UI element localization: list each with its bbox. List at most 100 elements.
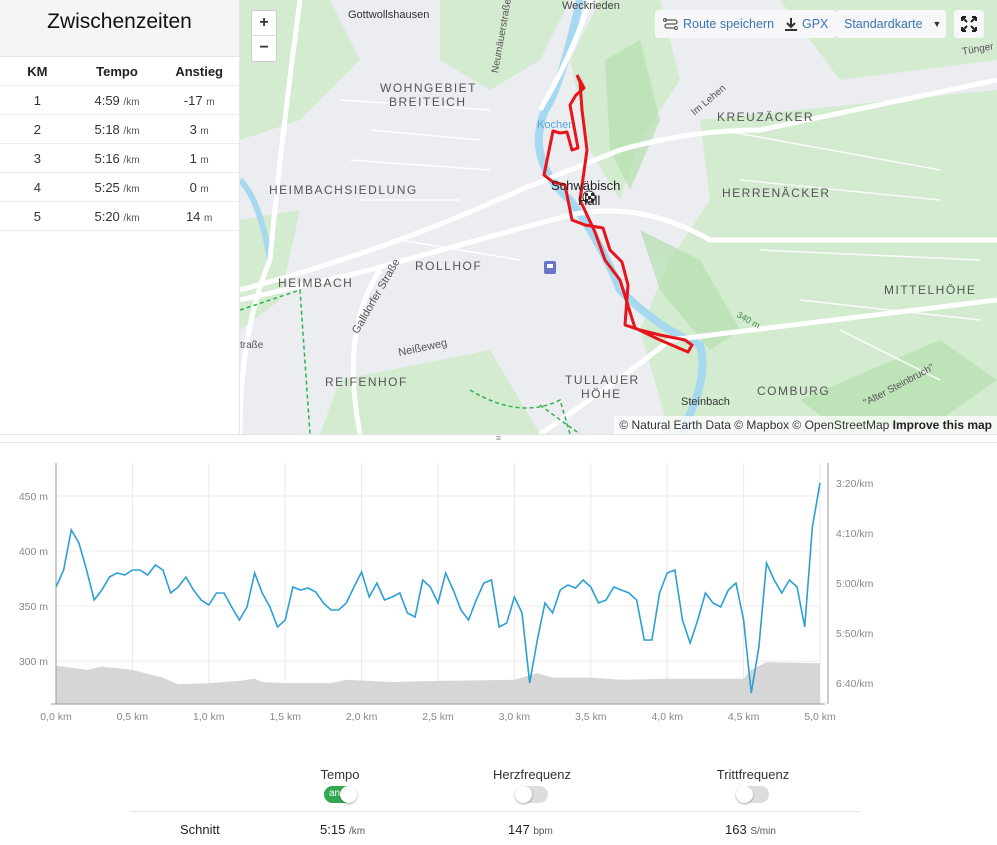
save-route-button[interactable]: Route speichern <box>655 10 783 38</box>
zoom-control: + − <box>251 10 277 62</box>
average-heart-rate: 147 bpm <box>508 822 553 837</box>
train-station-icon <box>544 261 556 274</box>
stats-header <box>130 760 860 812</box>
cadence-toggle[interactable] <box>736 786 769 803</box>
attribution-text: © Natural Earth Data © Mapbox © OpenStre… <box>619 418 890 432</box>
right-tick-label: 6:40/km <box>836 678 874 690</box>
col-tempo: Tempo <box>96 63 138 79</box>
stats-panel: Tempo an Herzfrequenz Trittfrequenz Schn… <box>130 760 860 837</box>
col-km: KM <box>27 63 48 79</box>
split-row: 1 4:59 /km -17 m <box>0 86 239 115</box>
cadence-label: Trittfrequenz <box>716 767 790 782</box>
split-pace: 5:25 /km <box>94 179 140 195</box>
place-label: Steinbach <box>681 396 730 408</box>
x-tick-label: 3,0 km <box>499 711 531 723</box>
heart-rate-label: Herzfrequenz <box>492 767 572 782</box>
left-tick-label: 400 m <box>19 546 48 558</box>
map-label: Gottwollshausen <box>348 9 430 21</box>
map-label: MITTELHÖHE <box>884 283 977 297</box>
map-style-dropdown[interactable]: Standardkarte ▼ <box>836 10 946 38</box>
caret-down-icon: ▼ <box>932 19 942 29</box>
split-row: 2 5:18 /km 3 m <box>0 115 239 144</box>
gpx-button[interactable]: GPX <box>776 10 837 38</box>
zoom-in-button[interactable]: + <box>252 11 276 36</box>
zoom-out-button[interactable]: − <box>259 39 269 56</box>
x-tick-label: 4,0 km <box>651 711 683 723</box>
toggle-on-text: an <box>329 788 341 799</box>
resize-handle[interactable]: ≡ <box>0 434 997 443</box>
finish-flag-icon <box>582 190 596 204</box>
split-km: 1 <box>33 92 41 108</box>
street-label: traße <box>240 340 264 351</box>
left-tick-label: 450 m <box>19 491 48 503</box>
splits-title: Zwischenzeiten <box>0 0 239 56</box>
x-tick-label: 0,5 km <box>117 711 149 723</box>
map-label: HEIMBACH <box>278 276 354 290</box>
cadence-column: Trittfrequenz <box>683 767 823 803</box>
map-attribution: © Natural Earth Data © Mapbox © OpenStre… <box>614 416 997 434</box>
tempo-toggle[interactable]: an <box>324 786 357 803</box>
x-tick-label: 1,5 km <box>269 711 301 723</box>
map-label: HEIMBACHSIEDLUNG <box>269 183 418 197</box>
map-style-label: Standardkarte <box>844 17 923 31</box>
average-pace: 5:15 /km <box>320 822 366 837</box>
x-tick-label: 2,0 km <box>346 711 378 723</box>
split-row: 3 5:16 /km 1 m <box>0 144 239 173</box>
split-pace: 5:20 /km <box>94 208 140 224</box>
split-pace: 5:18 /km <box>94 121 140 137</box>
map-label: HÖHE <box>581 387 622 401</box>
improve-map-link[interactable]: Improve this map <box>892 418 992 432</box>
map-label: COMBURG <box>757 384 831 398</box>
split-km: 5 <box>33 208 41 224</box>
split-km: 4 <box>33 179 41 195</box>
map-background <box>240 0 997 434</box>
map-label: BREITEICH <box>389 95 467 109</box>
splits-header: KM Tempo Anstieg <box>0 56 239 86</box>
split-pace: 5:16 /km <box>94 150 140 166</box>
average-label: Schnitt <box>180 822 220 837</box>
save-route-label: Route speichern <box>683 17 775 31</box>
x-tick-label: 2,5 km <box>422 711 454 723</box>
split-row: 5 5:20 /km 14 m <box>0 202 239 231</box>
tempo-label: Tempo <box>320 767 360 782</box>
city-label: Schwäbisch <box>551 178 621 193</box>
right-tick-label: 5:00/km <box>836 578 874 590</box>
split-row: 4 5:25 /km 0 m <box>0 173 239 202</box>
splits-panel: Zwischenzeiten KM Tempo Anstieg 1 4:59 /… <box>0 0 240 434</box>
split-climb: -17 m <box>183 92 215 108</box>
split-climb: 0 m <box>189 179 209 195</box>
elevation-area <box>56 662 820 704</box>
left-tick-label: 300 m <box>19 656 48 668</box>
route-line <box>542 74 694 354</box>
split-climb: 1 m <box>189 150 209 166</box>
x-tick-label: 0,0 km <box>40 711 72 723</box>
right-tick-label: 4:10/km <box>836 528 874 540</box>
download-icon <box>785 18 797 31</box>
x-tick-label: 3,5 km <box>575 711 607 723</box>
map-label: KREUZÄCKER <box>717 110 815 124</box>
x-tick-label: 1,0 km <box>193 711 225 723</box>
place-label: Weckrieden <box>562 0 620 12</box>
heart-rate-toggle[interactable] <box>515 786 548 803</box>
left-tick-label: 350 m <box>19 601 48 613</box>
split-km: 2 <box>33 121 41 137</box>
map-label: ROLLHOF <box>415 259 483 273</box>
x-tick-label: 4,5 km <box>728 711 760 723</box>
average-cadence: 163 S/min <box>725 822 776 837</box>
pace-line <box>55 482 821 694</box>
right-tick-label: 3:20/km <box>836 478 874 490</box>
split-pace: 4:59 /km <box>94 92 140 108</box>
river-label: Kocher <box>537 119 572 131</box>
col-anstieg: Anstieg <box>175 63 223 79</box>
tempo-column: Tempo an <box>270 767 410 803</box>
split-climb: 14 m <box>185 208 213 224</box>
heart-rate-column: Herzfrequenz <box>462 767 602 803</box>
x-tick-label: 5,0 km <box>804 711 836 723</box>
fullscreen-button[interactable] <box>954 10 984 38</box>
city-label: Hall <box>578 193 601 208</box>
split-climb: 3 m <box>189 121 209 137</box>
pace-elevation-chart: 0,0 km 0,5 km 1,0 km 1,5 km 2,0 km 2,5 km 3,0 … <box>19 463 874 723</box>
fullscreen-icon <box>961 16 977 32</box>
map[interactable]: Gottwollshausen WOHNGEBIET BREITEICH HEI… <box>240 0 997 434</box>
right-tick-label: 5:50/km <box>836 628 874 640</box>
